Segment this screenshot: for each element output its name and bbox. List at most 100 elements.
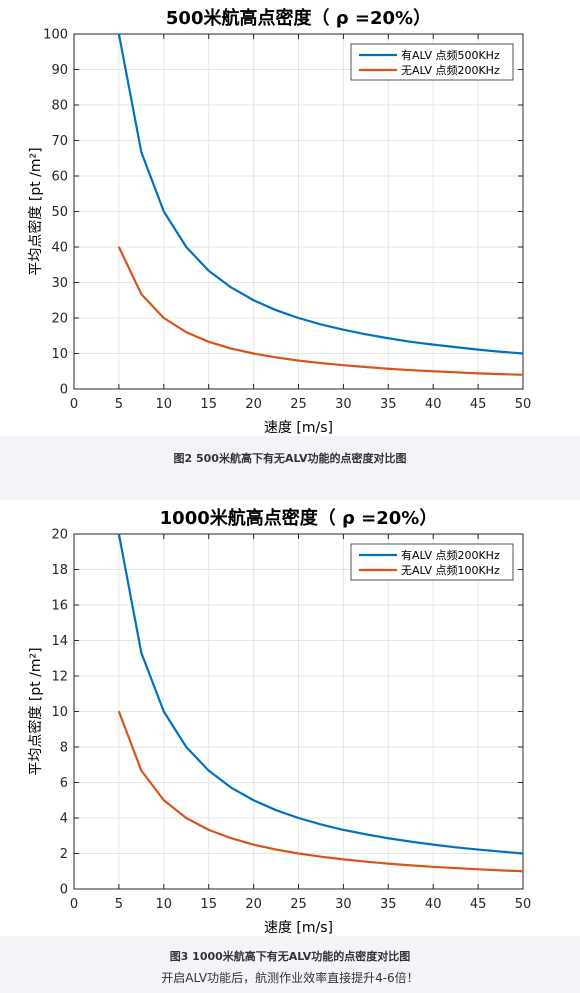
data-point: [185, 746, 188, 748]
data-point: [207, 340, 210, 343]
data-point: [499, 373, 502, 375]
x-tick-label: 0: [70, 897, 78, 912]
data-point: [320, 823, 322, 826]
data-point: [297, 359, 300, 362]
x-tick-label: 40: [425, 397, 442, 412]
data-point: [387, 862, 390, 865]
data-point: [118, 246, 120, 248]
data-point: [297, 817, 300, 819]
y-tick-label: 16: [51, 599, 68, 614]
data-point: [163, 210, 165, 213]
x-tick-label: 50: [515, 897, 532, 912]
data-point: [342, 858, 345, 861]
data-point: [432, 843, 435, 846]
chart-500m: 0 5 10 15 20 25 30 35 40 45 50 0 10 20 30 40 50 60 70 80 90 1…: [27, 7, 532, 436]
y-tick-label: 90: [51, 63, 68, 78]
data-point: [230, 347, 232, 350]
data-point: [409, 864, 412, 867]
x-tick-label: 30: [335, 897, 352, 912]
legend-item-label: 有ALV 点频200KHz: [401, 548, 500, 562]
data-point: [499, 850, 502, 853]
data-point: [477, 868, 479, 871]
chart-title: 1000米航高点密度（ ρ =20%）: [160, 507, 438, 529]
y-tick-label: 8: [60, 741, 68, 756]
data-point: [118, 33, 120, 35]
data-point: [454, 846, 457, 849]
data-point: [207, 769, 210, 772]
x-tick-label: 0: [70, 397, 78, 412]
figure-caption-fig3: 图3 1000米航高下有无ALV功能的点密度对比图: [169, 950, 411, 963]
data-point: [365, 366, 367, 368]
data-point: [432, 370, 435, 373]
data-point: [477, 372, 479, 375]
x-tick-label: 40: [425, 897, 442, 912]
x-tick-label: 5: [115, 897, 123, 912]
x-tick-label: 45: [470, 897, 487, 912]
data-point: [454, 346, 457, 348]
caption-band-fig3: 图3 1000米航高下有无ALV功能的点密度对比图 开启ALV功能后，航测作业效…: [0, 936, 580, 993]
y-tick-label: 0: [60, 883, 68, 898]
data-point: [252, 299, 255, 302]
data-point: [140, 151, 143, 154]
chart-title: 500米航高点密度（ ρ =20%）: [166, 7, 431, 29]
y-tick-label: 18: [51, 563, 68, 578]
x-tick-label: 35: [380, 897, 397, 912]
y-tick-label: 60: [51, 170, 68, 185]
data-point: [522, 870, 524, 873]
data-point: [409, 840, 412, 843]
data-point: [522, 852, 524, 855]
x-tick-label: 15: [200, 397, 217, 412]
data-point: [387, 837, 390, 840]
data-point: [252, 352, 255, 355]
data-point: [454, 371, 457, 374]
data-point: [140, 652, 143, 654]
y-tick-label: 100: [43, 28, 68, 43]
x-tick-label: 20: [245, 397, 262, 412]
y-tick-label: 50: [51, 205, 68, 220]
data-point: [365, 860, 367, 863]
data-point: [320, 323, 322, 326]
data-point: [477, 848, 479, 851]
x-tick-label: 35: [380, 397, 397, 412]
data-point: [342, 364, 345, 367]
y-tick-label: 10: [51, 347, 68, 362]
y-tick-label: 80: [51, 99, 68, 114]
y-tick-label: 14: [51, 634, 68, 649]
y-tick-label: 40: [51, 241, 68, 256]
x-tick-label: 50: [515, 397, 532, 412]
data-point: [522, 374, 524, 376]
data-point: [230, 786, 232, 789]
y-tick-label: 20: [51, 528, 68, 543]
caption-band-fig2: 图2 500米航高下有无ALV功能的点密度对比图: [0, 436, 580, 500]
data-point: [118, 710, 120, 713]
x-tick-label: 10: [156, 397, 173, 412]
y-tick-label: 4: [60, 812, 68, 827]
data-point: [454, 867, 457, 869]
data-point: [275, 848, 277, 851]
y-tick-label: 12: [51, 670, 68, 685]
x-tick-label: 30: [335, 397, 352, 412]
y-tick-label: 0: [60, 383, 68, 398]
data-point: [365, 833, 367, 836]
data-point: [140, 769, 143, 772]
x-axis-label: 速度 [m/s]: [264, 920, 333, 936]
data-point: [275, 356, 277, 359]
data-point: [432, 343, 435, 346]
data-point: [365, 333, 367, 336]
data-point: [320, 855, 322, 858]
data-point: [185, 246, 188, 248]
footnote-text: 开启ALV功能后，航测作业效率直接提升4-6倍！: [161, 971, 419, 985]
y-axis-label: 平均点密度 [pt /m²]: [27, 647, 44, 775]
data-point: [320, 362, 322, 364]
x-tick-label: 45: [470, 397, 487, 412]
data-point: [118, 533, 120, 535]
x-axis-label: 速度 [m/s]: [264, 420, 333, 436]
x-tick-label: 10: [156, 897, 173, 912]
x-tick-label: 20: [245, 897, 262, 912]
figure-caption-fig2: 图2 500米航高下有无ALV功能的点密度对比图: [173, 452, 407, 465]
data-point: [387, 367, 390, 370]
legend-item-label: 无ALV 点频100KHz: [401, 563, 500, 577]
data-point: [409, 340, 412, 343]
data-point: [275, 309, 277, 311]
y-tick-label: 10: [51, 705, 68, 720]
